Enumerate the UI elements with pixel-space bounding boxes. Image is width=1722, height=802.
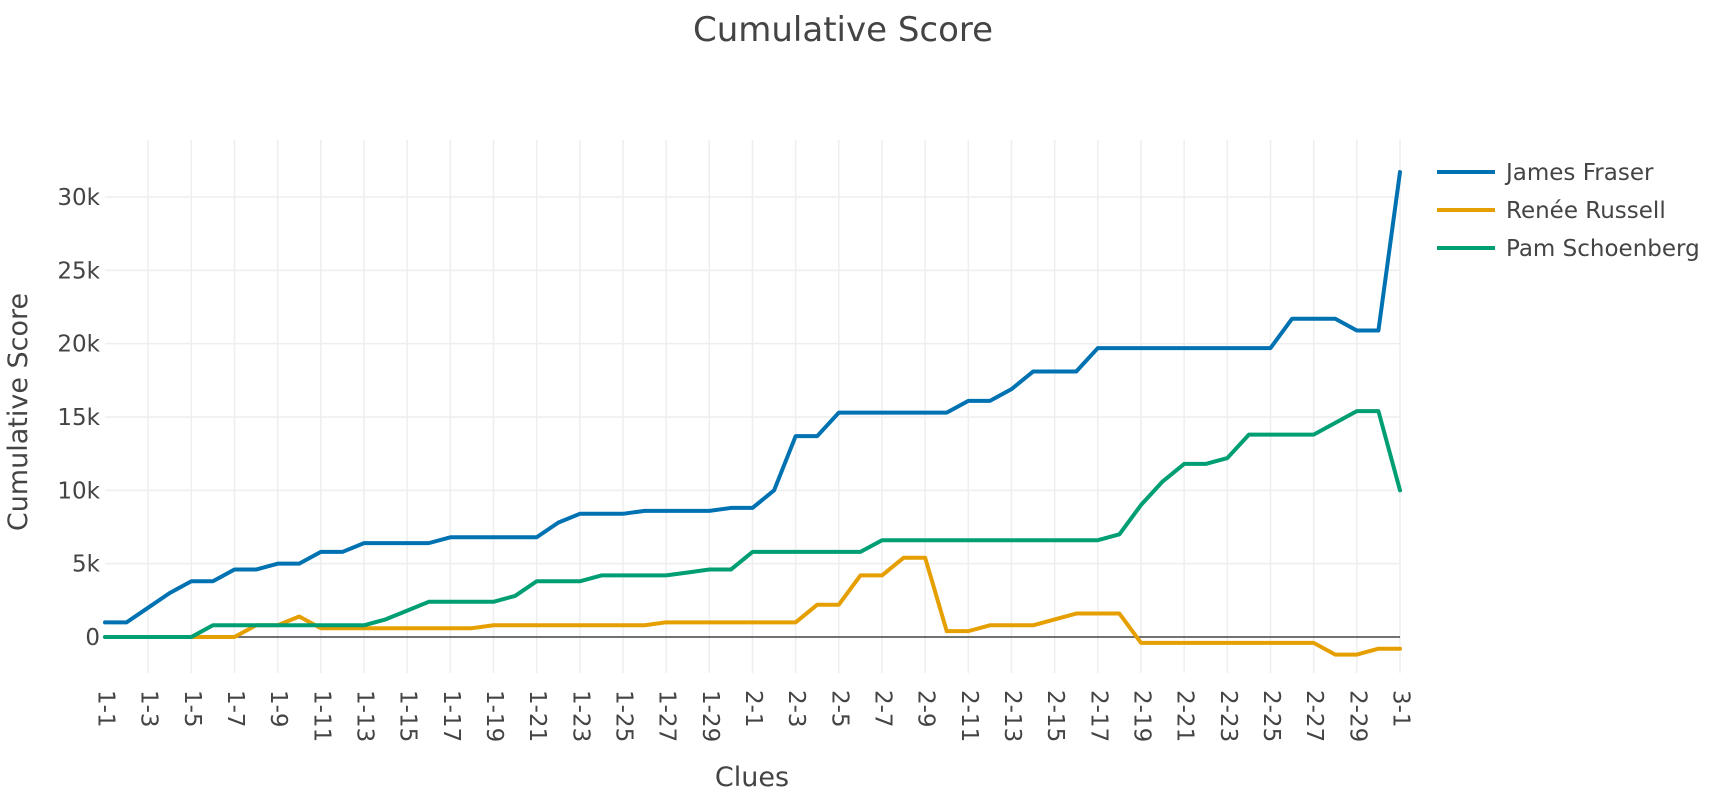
legend-item-renee-russell[interactable]: Renée Russell: [1437, 198, 1666, 224]
x-tick-label: 2-25: [1258, 690, 1284, 742]
grid-layer: [105, 140, 1401, 673]
series-line-james-fraser: [103, 170, 1402, 625]
x-tick-label: 2-7: [870, 690, 896, 728]
y-tick-label: 20k: [57, 332, 100, 358]
y-axis-title: Cumulative Score: [3, 293, 34, 531]
y-tick-label: 30k: [57, 185, 100, 211]
x-tick-label: 2-5: [826, 690, 852, 728]
x-tick-label: 1-23: [567, 690, 593, 742]
x-tick-label: 2-27: [1301, 690, 1327, 742]
x-tick-label: 1-27: [654, 690, 680, 742]
x-tick-label: 1-21: [524, 690, 550, 742]
x-tick-label: 2-17: [1085, 690, 1111, 742]
x-tick-label: 2-3: [783, 690, 809, 728]
y-tick-label: 25k: [57, 258, 100, 284]
x-tick-label: 2-1: [740, 690, 766, 728]
y-tick-labels: 0 5k 10k 15k 20k 25k 30k: [57, 185, 100, 651]
x-tick-label: 1-17: [438, 690, 464, 742]
legend-label: James Fraser: [1504, 160, 1654, 186]
x-tick-label: 1-1: [93, 690, 119, 728]
x-tick-label: 1-15: [395, 690, 421, 742]
legend-label: Renée Russell: [1506, 198, 1666, 224]
x-axis-title: Clues: [715, 762, 789, 793]
x-tick-label: 2-29: [1344, 690, 1370, 742]
x-tick-label: 1-9: [265, 690, 291, 728]
y-tick-label: 10k: [57, 478, 100, 504]
x-tick-label: 1-13: [352, 690, 378, 742]
x-tick-label: 2-11: [956, 690, 982, 742]
legend-item-pam-schoenberg[interactable]: Pam Schoenberg: [1437, 236, 1700, 262]
x-tick-label: 2-23: [1215, 690, 1241, 742]
x-tick-label: 1-25: [611, 690, 637, 742]
x-tick-label: 1-3: [136, 690, 162, 728]
legend-label: Pam Schoenberg: [1506, 236, 1700, 262]
x-tick-label: 2-21: [1172, 690, 1198, 742]
chart-title: Cumulative Score: [693, 10, 993, 50]
series-line-renee-russell: [103, 555, 1402, 657]
x-tick-labels: 1-1 1-3 1-5 1-7 1-9 1-11 1-13 1-15 1-17 1-19 1-21 1…: [93, 690, 1414, 742]
y-tick-label: 0: [85, 625, 100, 651]
x-tick-label: 1-5: [179, 690, 205, 728]
x-tick-label: 1-19: [481, 690, 507, 742]
x-tick-label: 2-13: [999, 690, 1025, 742]
x-tick-label: 2-9: [913, 690, 939, 728]
x-tick-label: 2-15: [1042, 690, 1068, 742]
legend-item-james-fraser[interactable]: James Fraser: [1437, 160, 1654, 186]
x-tick-label: 3-1: [1388, 690, 1414, 728]
x-tick-label: 1-29: [697, 690, 723, 742]
y-tick-label: 5k: [72, 552, 101, 578]
series-line-pam-schoenberg: [103, 409, 1402, 639]
series-layer: [103, 170, 1402, 657]
x-tick-label: 1-7: [222, 690, 248, 728]
y-tick-label: 15k: [57, 405, 100, 431]
x-tick-label: 2-19: [1129, 690, 1155, 742]
legend: James Fraser Renée Russell Pam Schoenberg: [1437, 160, 1700, 262]
x-tick-label: 1-11: [308, 690, 334, 742]
